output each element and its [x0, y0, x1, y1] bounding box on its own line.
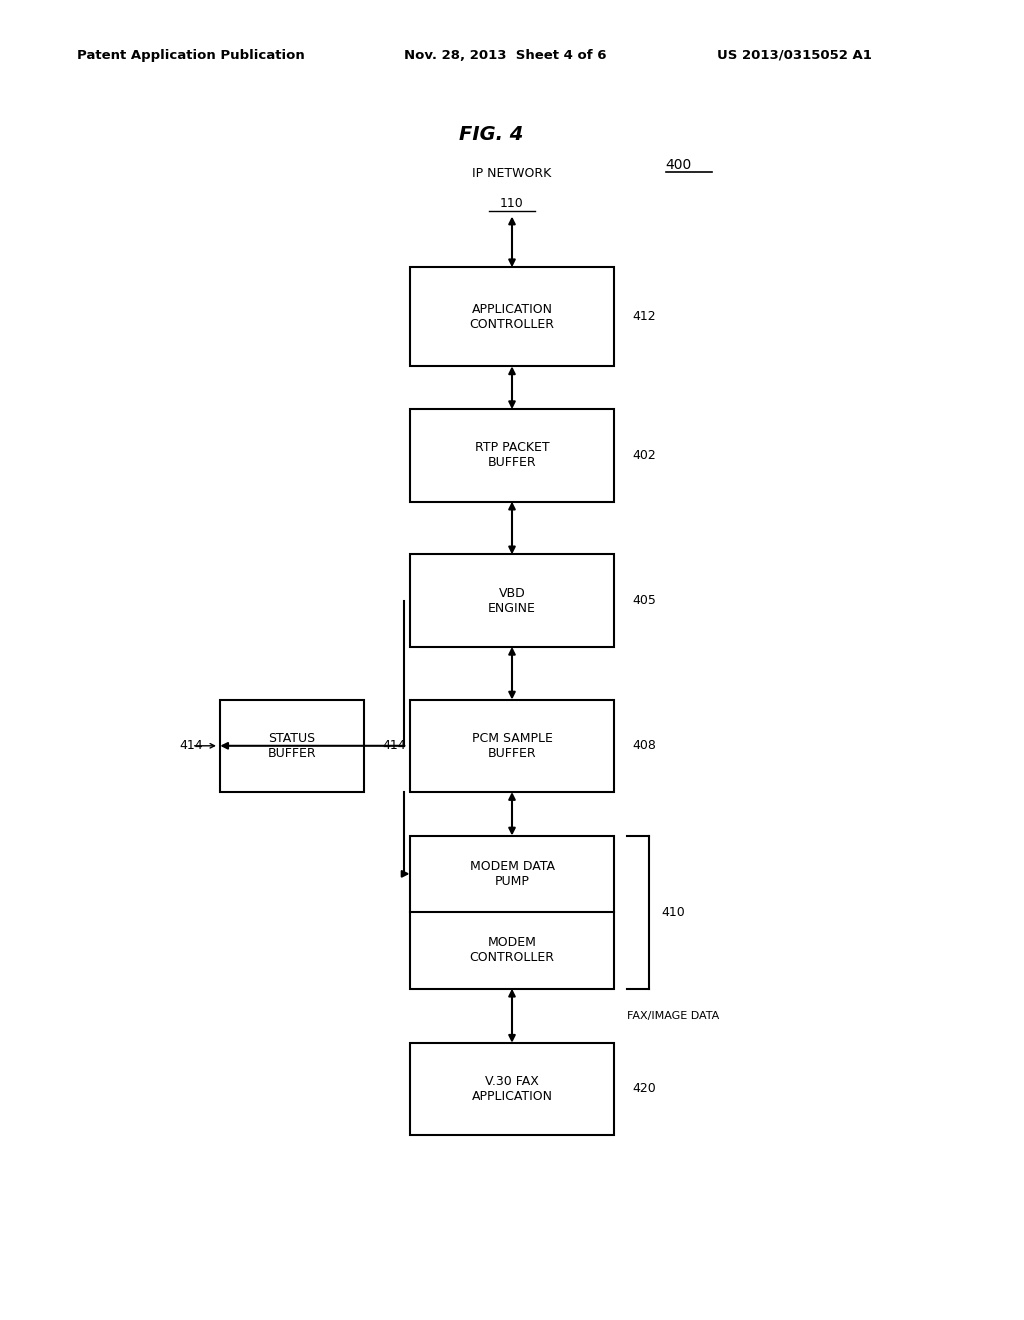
- Text: US 2013/0315052 A1: US 2013/0315052 A1: [717, 49, 871, 62]
- Text: VBD
ENGINE: VBD ENGINE: [488, 586, 536, 615]
- Text: FIG. 4: FIG. 4: [460, 125, 523, 144]
- Bar: [220, 700, 364, 792]
- Text: 420: 420: [633, 1082, 656, 1096]
- Text: FAX/IMAGE DATA: FAX/IMAGE DATA: [627, 1011, 719, 1020]
- Text: APPLICATION
CONTROLLER: APPLICATION CONTROLLER: [469, 302, 555, 331]
- Text: PCM SAMPLE
BUFFER: PCM SAMPLE BUFFER: [472, 731, 552, 760]
- Text: 414: 414: [382, 739, 406, 752]
- Bar: [410, 836, 614, 989]
- Text: 410: 410: [662, 906, 685, 919]
- Text: Nov. 28, 2013  Sheet 4 of 6: Nov. 28, 2013 Sheet 4 of 6: [404, 49, 607, 62]
- Text: 402: 402: [633, 449, 656, 462]
- Text: MODEM DATA
PUMP: MODEM DATA PUMP: [469, 859, 555, 888]
- Bar: [410, 700, 614, 792]
- Bar: [410, 267, 614, 366]
- Text: V.30 FAX
APPLICATION: V.30 FAX APPLICATION: [471, 1074, 553, 1104]
- Text: 110: 110: [500, 197, 524, 210]
- Text: 405: 405: [633, 594, 656, 607]
- Bar: [410, 1043, 614, 1135]
- Text: MODEM
CONTROLLER: MODEM CONTROLLER: [469, 936, 555, 965]
- Text: 408: 408: [633, 739, 656, 752]
- Text: Patent Application Publication: Patent Application Publication: [77, 49, 304, 62]
- Bar: [410, 409, 614, 502]
- Text: RTP PACKET
BUFFER: RTP PACKET BUFFER: [475, 441, 549, 470]
- Text: 400: 400: [666, 158, 692, 172]
- Bar: [410, 554, 614, 647]
- Text: 414: 414: [179, 739, 203, 752]
- Text: STATUS
BUFFER: STATUS BUFFER: [267, 731, 316, 760]
- Text: 412: 412: [633, 310, 656, 323]
- Text: IP NETWORK: IP NETWORK: [472, 166, 552, 180]
